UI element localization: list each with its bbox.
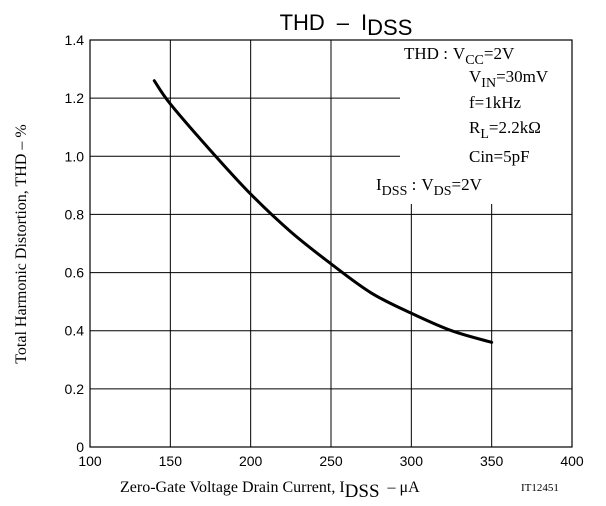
y-tick-label: 0.6: [65, 265, 85, 281]
cond-vin: VIN=30mV: [469, 67, 549, 91]
cond-rl: RL=2.2kΩ: [469, 118, 541, 142]
y-tick-label: 0: [76, 439, 84, 455]
title-dash: –: [337, 10, 350, 35]
x-axis-label-unit: – μA: [387, 479, 421, 496]
y-tick-label: 1.4: [65, 32, 85, 48]
cond-vds-sub: DS: [434, 184, 452, 199]
y-tick-label: 0.4: [65, 323, 85, 339]
x-tick-label: 200: [239, 453, 263, 469]
x-tick-label: 250: [319, 453, 343, 469]
y-tick-label: 0.8: [65, 206, 85, 222]
cond-rl-sub: L: [480, 127, 489, 142]
conditions-box-low: [370, 172, 430, 204]
cond-idss: IDSS : VDS=2V: [376, 175, 483, 199]
x-tick-label: 300: [400, 453, 424, 469]
cond-vds-val: =2V: [452, 175, 483, 194]
cond-idss-sub: DSS: [382, 184, 408, 199]
curve-layer: [152, 79, 494, 344]
chart-title: THD – IDSS: [280, 10, 413, 40]
cond-rl-val: =2.2kΩ: [489, 118, 541, 137]
cond-thd-prefix: THD :: [404, 44, 448, 63]
title-i: I: [361, 10, 367, 35]
x-axis-label-main: Zero-Gate Voltage Drain Current, I: [120, 479, 345, 496]
cond-vin-val: =30mV: [496, 67, 549, 86]
x-axis-label: Zero-Gate Voltage Drain Current, IDSS – μ…: [120, 479, 420, 502]
x-axis-label-sub: DSS: [345, 481, 380, 502]
conditions: THD : VCC=2V VIN=30mV f=1kHz RL=2.2kΩ Cin…: [376, 44, 549, 199]
y-axis-label: Total Harmonic Distortion, THD – %: [13, 124, 30, 363]
x-tick-label: 350: [480, 453, 504, 469]
cond-idss-i: I: [376, 175, 382, 194]
x-tick-label: 100: [78, 453, 102, 469]
plot-frame: [89, 39, 573, 448]
x-tick-label: 400: [560, 453, 584, 469]
y-tick-label: 1.0: [65, 148, 85, 164]
title-sub: DSS: [367, 15, 412, 40]
x-ticks: 100 150 200 250 300 350 400: [78, 453, 584, 469]
y-ticks: 0 0.2 0.4 0.6 0.8 1.0 1.2 1.4: [65, 32, 85, 455]
cond-vcc-val: =2V: [484, 44, 515, 63]
cond-vin-sub: IN: [481, 76, 496, 91]
cond-vin-v: V: [469, 67, 482, 86]
thd-curve: [152, 79, 494, 344]
cond-thd: THD : VCC=2V: [404, 44, 515, 68]
cond-idss-colon: :: [407, 175, 416, 194]
cond-vcc-sub: CC: [465, 53, 484, 68]
cond-vcc-v: V: [453, 44, 466, 63]
cond-freq: f=1kHz: [469, 93, 522, 112]
title-main: THD: [280, 10, 325, 35]
cond-rl-r: R: [469, 118, 481, 137]
x-tick-label: 150: [159, 453, 183, 469]
figure-code: IT12451: [521, 482, 559, 494]
y-tick-label: 0.2: [65, 381, 85, 397]
cond-cin: Cin=5pF: [469, 147, 530, 166]
cond-vds-v: V: [421, 175, 434, 194]
y-tick-label: 1.2: [65, 90, 85, 106]
